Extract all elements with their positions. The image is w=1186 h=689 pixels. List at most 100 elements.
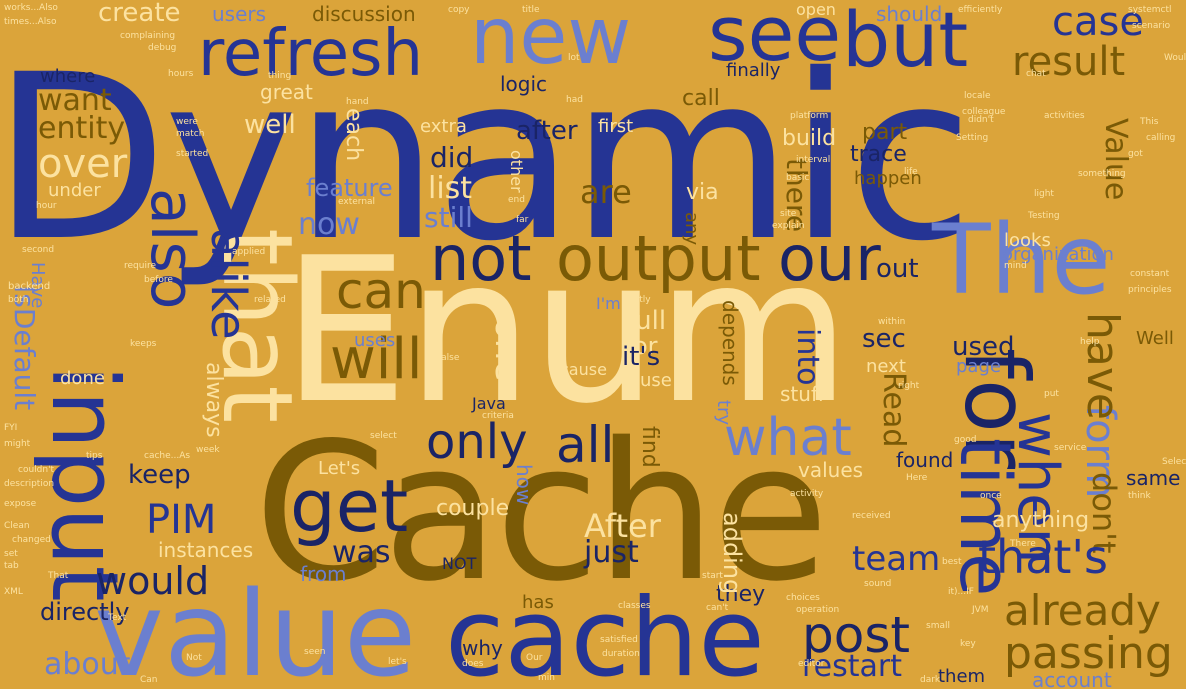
word-stuff: stuff	[780, 382, 825, 406]
word-min: min	[538, 673, 555, 683]
word-basic: basic	[786, 173, 810, 183]
word-will: will	[330, 327, 423, 392]
word-activity: activity	[790, 489, 824, 499]
word-mind: mind	[1004, 261, 1027, 271]
word-interval: interval	[796, 155, 831, 165]
word-require: require	[124, 261, 156, 271]
word-times-also: times...Also	[4, 17, 57, 27]
word-duration: duration	[602, 649, 640, 659]
word-use: use	[640, 370, 672, 391]
word-fyi: FYI	[4, 423, 18, 433]
word-small: small	[926, 621, 950, 631]
word-works-also: works...Also	[4, 3, 58, 13]
word-try: try	[713, 400, 734, 426]
word-for-cap: For	[620, 332, 658, 360]
word-satisfied: satisfied	[600, 635, 638, 645]
word-feature: feature	[306, 174, 393, 202]
word-before: before	[144, 275, 173, 285]
word-lot: lot	[568, 53, 580, 63]
word-match: match	[176, 129, 205, 139]
word-alike: alike	[200, 228, 256, 340]
word-would-cap: Would	[1164, 53, 1186, 63]
word-found: found	[896, 448, 954, 472]
word-couple: couple	[436, 496, 510, 521]
word-activities: activities	[1044, 111, 1085, 121]
word-sec: sec	[862, 324, 906, 354]
word-applied: applied	[232, 247, 266, 257]
word-got: got	[1128, 149, 1143, 159]
word-other: other	[507, 150, 526, 193]
word-keep: keep	[128, 460, 191, 490]
word-after-cap: After	[584, 507, 661, 545]
word-team: team	[852, 539, 941, 579]
word-dynamic: Dynamic	[0, 25, 974, 291]
word-principles: principles	[1128, 285, 1172, 295]
word-users: users	[212, 2, 267, 26]
word-instances: instances	[158, 538, 254, 562]
word-entity: entity	[38, 111, 126, 146]
word-didnt: didn't	[968, 115, 994, 125]
word-help: help	[1080, 337, 1100, 347]
word-efficiently: efficiently	[958, 5, 1003, 15]
word-post: post	[802, 606, 910, 664]
word-cant: can't	[706, 603, 729, 613]
word-select-cap: Select	[1162, 457, 1186, 467]
word-far: far	[516, 215, 529, 225]
word-value: value	[94, 565, 417, 689]
word-expose: expose	[4, 499, 37, 509]
word-value-cap: Value	[1098, 118, 1133, 201]
word-how: how	[512, 464, 536, 506]
word-trace: trace	[850, 142, 907, 167]
word-something: something	[1078, 169, 1126, 179]
word-might: might	[4, 439, 31, 449]
word-editor: editor	[798, 659, 825, 669]
word-locale: locale	[964, 91, 991, 101]
word-that-cap: That	[48, 571, 69, 581]
word-hours: hours	[168, 69, 194, 79]
word-does: does	[462, 659, 484, 669]
word-put: put	[1044, 389, 1059, 399]
word-this: This	[1140, 117, 1159, 127]
word-account: account	[1032, 668, 1112, 689]
word-tab: tab	[4, 561, 19, 571]
word-changed: changed	[12, 535, 51, 545]
word-result: result	[1012, 39, 1126, 85]
word-cache-small: cache	[445, 576, 765, 689]
word-done: done	[60, 368, 105, 389]
word-next: next	[866, 356, 906, 377]
word-finally: finally	[726, 60, 781, 81]
word-they: they	[716, 582, 766, 607]
word-looks: looks	[1004, 230, 1051, 251]
word-setting: Setting	[956, 133, 989, 143]
word-lastly: Lastly	[624, 295, 651, 305]
word-cache-big: Cache	[254, 402, 829, 623]
word-sound: sound	[864, 579, 892, 589]
word-life: life	[904, 167, 918, 177]
word-out: out	[876, 254, 919, 284]
word-week: week	[196, 445, 220, 455]
word-key: key	[960, 639, 976, 649]
word-used: used	[952, 332, 1015, 362]
word-text: Text	[108, 613, 127, 623]
word-each: each	[341, 108, 366, 162]
word-java: Java	[472, 394, 506, 413]
word-values: values	[798, 458, 864, 482]
word-depends: depends	[718, 300, 742, 386]
word-new: new	[470, 0, 632, 82]
word-choices: choices	[786, 593, 820, 603]
word-open: open	[796, 0, 836, 19]
word-where: where	[40, 66, 96, 87]
word-dark: dark	[920, 675, 941, 685]
word-uses: uses	[354, 330, 396, 351]
word-im: I'm	[596, 294, 621, 313]
word-received: received	[852, 511, 891, 521]
word-well: well	[244, 110, 296, 140]
word-good: good	[954, 435, 977, 445]
word-pim: PIM	[146, 497, 217, 543]
word-light: light	[1034, 189, 1054, 199]
word-external: external	[338, 197, 376, 207]
word-clean: Clean	[4, 521, 30, 531]
word-related: related	[254, 295, 286, 305]
word-colleague: colleague	[962, 107, 1006, 117]
word-always: always	[201, 362, 226, 438]
